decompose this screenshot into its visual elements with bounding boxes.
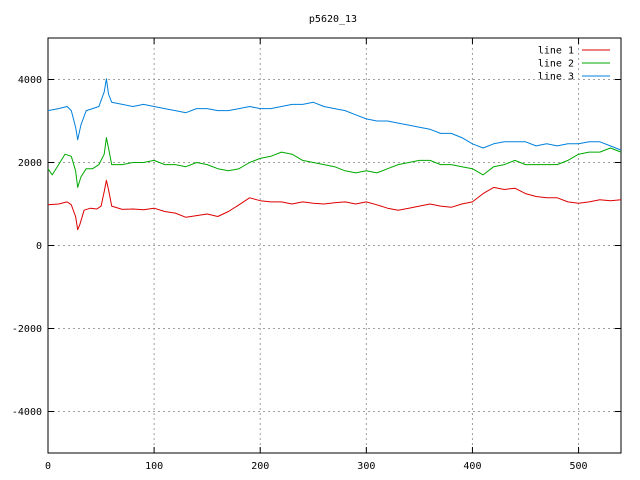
grid (48, 38, 621, 453)
y-tick-label: 4000 (18, 75, 42, 86)
y-tick-label: 2000 (18, 158, 42, 169)
legend: line 1 line 2 line 3 (538, 46, 610, 83)
x-tick-label: 300 (357, 461, 375, 472)
series-line-3 (47, 78, 622, 151)
y-tick-label: -2000 (12, 324, 42, 335)
axis-ticks: 0 100 200 300 400 500 -4000 -2000 0 2000 4000 (12, 38, 621, 472)
x-tick-label: 100 (145, 461, 163, 472)
y-tick-label: -4000 (12, 407, 42, 418)
x-tick-label: 400 (463, 461, 481, 472)
x-tick-label: 0 (45, 461, 51, 472)
series-line-1 (47, 179, 622, 231)
legend-label: line 3 (538, 72, 574, 83)
series-group (47, 78, 622, 231)
x-tick-label: 500 (570, 461, 588, 472)
legend-label: line 1 (538, 46, 574, 57)
y-tick-label: 0 (36, 241, 42, 252)
x-tick-label: 200 (251, 461, 269, 472)
series-line-2 (47, 137, 622, 188)
chart-title: p5620_13 (309, 14, 357, 25)
legend-label: line 2 (538, 59, 574, 70)
